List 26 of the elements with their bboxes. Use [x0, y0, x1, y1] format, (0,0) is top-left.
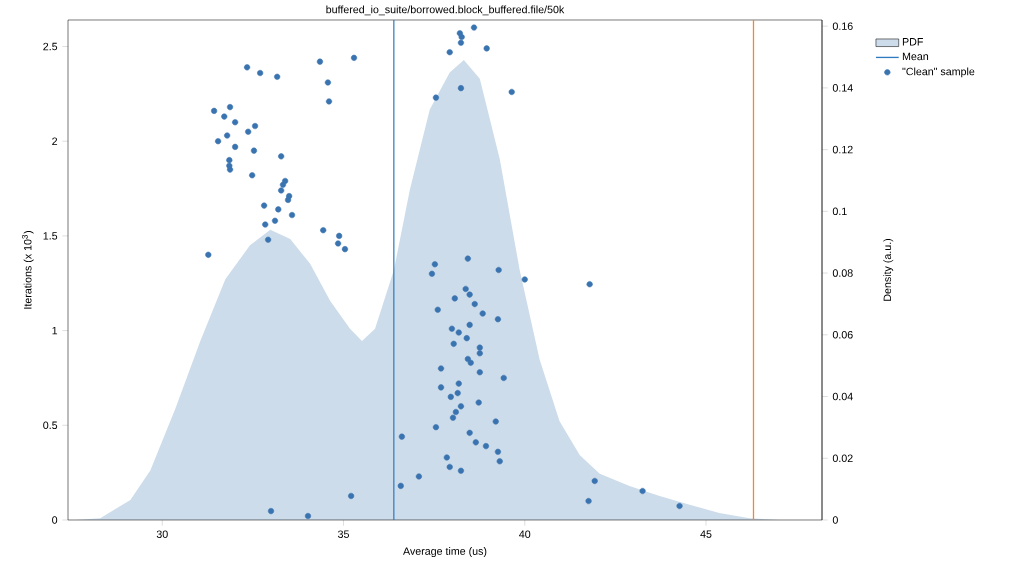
y2-tick-label: 0.04 [832, 392, 853, 401]
x-tick-label: 40 [519, 530, 531, 538]
x-axis-title: Average time (us) [403, 547, 487, 558]
legend-label: PDF [902, 38, 923, 46]
y2-tick-label: 0.02 [832, 454, 853, 463]
y-tick-label: 0.5 [43, 421, 58, 430]
y2-tick-label: 0.06 [832, 331, 853, 339]
y-tick-label: 0 [52, 516, 58, 524]
y-tick-label: 1 [52, 326, 58, 335]
y2-tick-label: 0.16 [832, 22, 853, 30]
y-axis-title: Iterations (x 10$^{3}$) [22, 231, 34, 309]
x-tick-label: 45 [700, 530, 712, 538]
chart-title: buffered_io_suite/borrowed.block_buffered.file/50k [326, 5, 565, 16]
y-tick-label: 1.5 [43, 232, 58, 240]
x-tick-label: 30 [156, 530, 168, 538]
y2-tick-label: 0.08 [832, 269, 853, 277]
x-tick-label: 35 [337, 530, 349, 538]
y2-tick-label: 0.14 [832, 84, 853, 92]
y2-tick-label: 0.1 [832, 207, 847, 216]
legend-label: "Clean" sample [902, 67, 975, 78]
y2-tick-label: 0.12 [832, 145, 853, 154]
y-tick-label: 2 [52, 137, 58, 145]
y2-axis-title: Density (a.u.) [883, 238, 894, 301]
y2-tick-label: 0 [832, 516, 838, 524]
y-tick-label: 2.5 [43, 42, 58, 51]
legend-label: Mean [902, 52, 929, 61]
